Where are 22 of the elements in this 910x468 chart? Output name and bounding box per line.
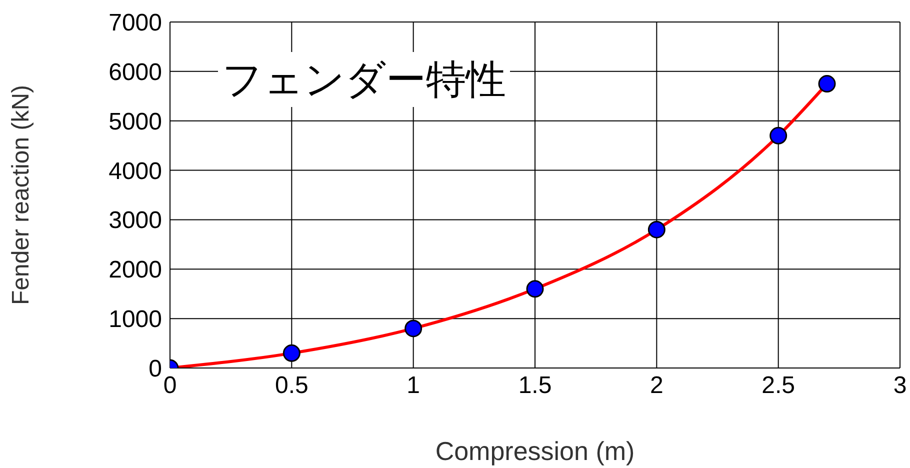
x-tick-label: 1 (406, 372, 420, 400)
y-tick-label: 6000 (108, 58, 162, 86)
x-tick-label: 3 (893, 372, 907, 400)
point (526, 280, 544, 298)
y-tick-label: 2000 (108, 256, 162, 284)
text: フェンダー特性 (218, 52, 510, 107)
point (282, 344, 300, 362)
x-axis-title: Compression (m) (435, 436, 635, 466)
point (770, 126, 788, 144)
y-tick-label: 4000 (108, 158, 162, 185)
y-tick-label: 5000 (108, 108, 162, 136)
y-tick-label: 7000 (108, 10, 162, 37)
y-tick-label: 1000 (108, 306, 162, 334)
x-tick-label: 1.5 (518, 372, 552, 400)
x-tick-label: 2.5 (762, 372, 796, 400)
x-tick-label: 0.5 (274, 372, 308, 400)
point (404, 320, 422, 338)
point (648, 220, 666, 238)
x-tick-label: 2 (650, 372, 664, 400)
y-tick-label: 3000 (108, 207, 162, 234)
y-axis-title: Fender reaction (kN) (8, 84, 35, 306)
point (818, 75, 836, 93)
